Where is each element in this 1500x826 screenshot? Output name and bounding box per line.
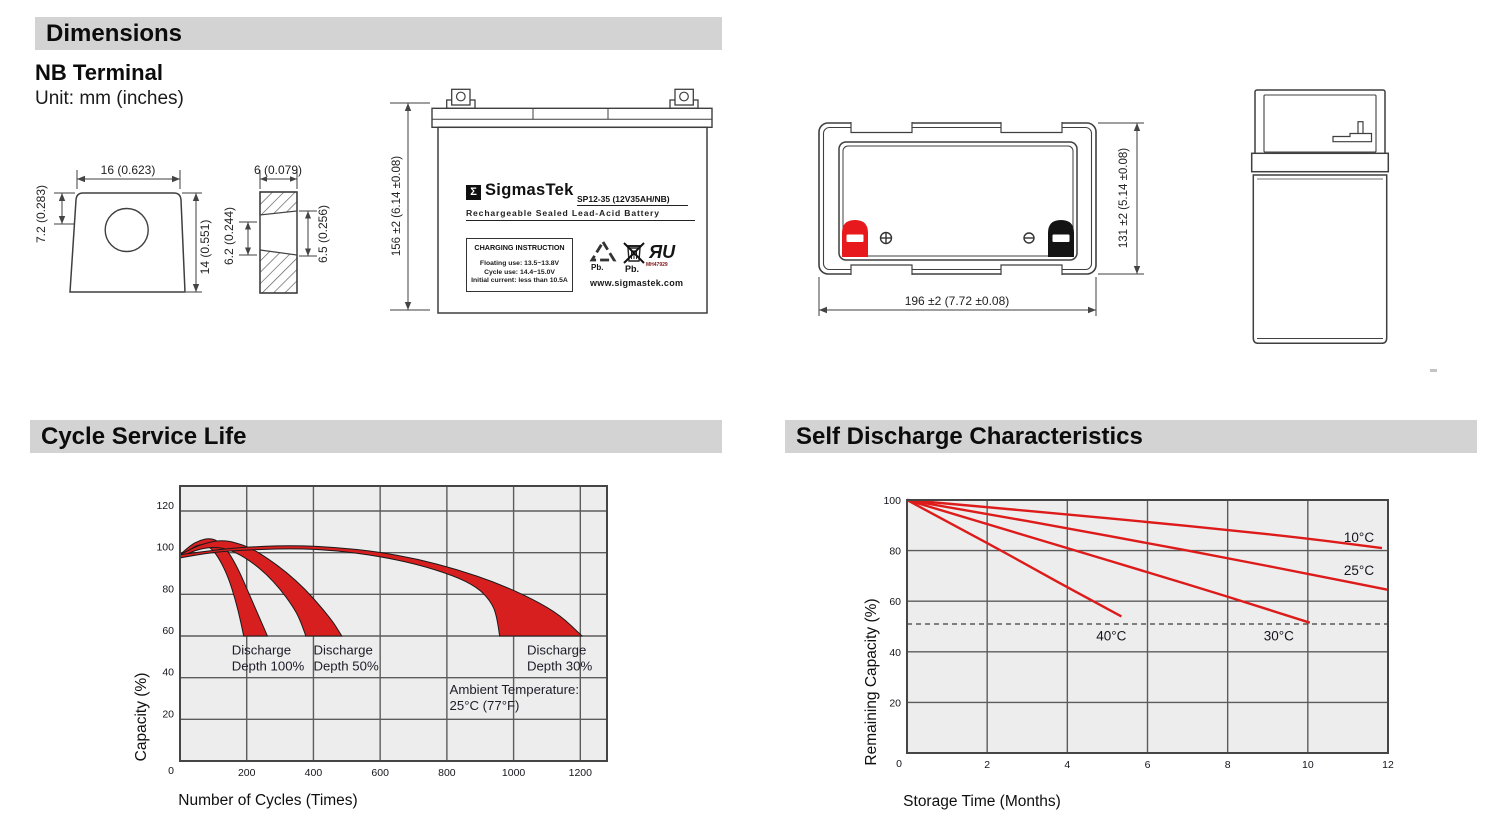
y-tick-label: 20 <box>162 708 174 720</box>
terminal-front-drawing <box>54 170 202 293</box>
section-header-dimensions: Dimensions <box>35 17 722 50</box>
terminal-heading: NB Terminal <box>35 60 163 85</box>
x-tick-label: 800 <box>438 767 456 779</box>
dim-battery-width: 196 ±2 (7.72 ±0.08) <box>905 294 1010 308</box>
chart-annotation: Ambient Temperature: 25°C (77°F) <box>450 682 580 713</box>
origin-tick-label: 0 <box>896 758 902 770</box>
y-tick-label: 100 <box>883 495 901 507</box>
charging-line: Floating use: 13.5~13.8V <box>479 260 560 267</box>
dim-terminal-thickness: 6 (0.079) <box>254 163 302 177</box>
x-tick-label: 6 <box>1145 759 1151 771</box>
temperature-series-line <box>906 498 1383 550</box>
y-axis-title: Remaining Capacity (%) <box>863 598 880 765</box>
x-tick-label: 1200 <box>569 767 593 779</box>
brand-name: SigmasTek <box>485 181 574 199</box>
x-tick-label: 12 <box>1382 759 1394 771</box>
dim-terminal-width: 16 (0.623) <box>101 163 156 177</box>
page-artifact-dash <box>1430 369 1437 372</box>
chart-annotation: Discharge Depth 50% <box>313 642 379 673</box>
y-tick-label: 60 <box>162 625 174 637</box>
series-label: 40°C <box>1096 629 1126 644</box>
red-cap-slot <box>846 234 864 242</box>
charging-line: Cycle use: 14.4~15.0V <box>484 268 555 276</box>
terminal-hole <box>104 207 149 253</box>
terminal-drawings: 16 (0.623) 6 (0.079) 7.2 (0.283) 14 (0.5… <box>34 163 330 294</box>
battery-label: Σ SigmasTek SP12-35 (12V35AH/NB) Recharg… <box>460 180 712 298</box>
x-tick-label: 200 <box>238 767 256 779</box>
charging-title: CHARGING INSTRUCTION <box>474 243 565 252</box>
ul-file-number: MH47929 <box>646 262 668 268</box>
section-title: Dimensions <box>46 20 183 47</box>
section-header-cycle-service-life: Cycle Service Life <box>30 420 722 453</box>
y-tick-label: 20 <box>889 697 901 709</box>
temperature-series-line <box>906 498 1122 618</box>
x-axis-title: Storage Time (Months) <box>903 793 1061 810</box>
y-tick-label: 40 <box>162 667 174 679</box>
x-tick-label: 2 <box>984 759 990 771</box>
y-tick-label: 40 <box>889 647 901 659</box>
dim-terminal-height: 14 (0.551) <box>198 220 212 275</box>
recycle-icon <box>589 239 617 262</box>
x-tick-label: 400 <box>305 767 323 779</box>
plot-border <box>906 499 1389 754</box>
terminal-post-hole <box>679 91 689 102</box>
recycle-pb-label: Pb. <box>591 263 604 272</box>
y-tick-label: 100 <box>156 542 174 554</box>
ul-certification-icon: ЯU <box>649 242 676 262</box>
x-tick-label: 8 <box>1225 759 1231 771</box>
origin-tick-label: 0 <box>168 765 174 777</box>
discharge-depth-band <box>179 545 584 637</box>
y-tick-label: 120 <box>156 500 174 512</box>
model-number: SP12-35 (12V35AH/NB) <box>577 194 688 206</box>
battery-side-outline <box>1250 89 1390 345</box>
self-discharge-chart: 10°C 25°C 30°C 40°C 20 40 60 80 100 0 2 4 6 8 10 12 Stor… <box>863 495 1394 810</box>
charging-line: Initial current: less than 10.5A <box>471 277 568 285</box>
y-tick-label: 80 <box>889 546 901 558</box>
crossed-bin-icon <box>623 242 645 264</box>
x-tick-label: 10 <box>1302 759 1314 771</box>
positive-terminal-icon <box>879 231 893 245</box>
charging-instruction-box: CHARGING INSTRUCTION Floating use: 13.5~… <box>466 238 573 292</box>
battery-top-outline <box>818 121 1144 316</box>
x-tick-label: 1000 <box>502 767 526 779</box>
negative-terminal-icon <box>1023 232 1035 244</box>
cycle-service-life-chart: 0 20 40 60 80 100 120 200 400 600 800 1000 1200 Disch… <box>133 485 608 809</box>
section-title: Self Discharge Characteristics <box>796 423 1143 450</box>
series-label: 25°C <box>1344 563 1374 578</box>
bin-pb-label: Pb. <box>625 264 640 274</box>
series-label: 10°C <box>1344 530 1374 545</box>
temperature-series-line <box>906 498 1389 591</box>
website-url: www.sigmastek.com <box>590 278 684 288</box>
brand-logo-icon: Σ <box>466 185 481 200</box>
chart-annotation: Discharge Depth 100% <box>232 642 305 673</box>
section-title: Cycle Service Life <box>41 423 247 450</box>
unit-note: Unit: mm (inches) <box>35 88 184 109</box>
chart-annotation: Discharge Depth 30% <box>527 642 593 673</box>
series-label: 30°C <box>1264 629 1294 644</box>
y-axis-title: Capacity (%) <box>133 673 150 762</box>
x-tick-label: 600 <box>371 767 389 779</box>
battery-subtitle: Rechargeable Sealed Lead-Acid Battery <box>466 208 695 221</box>
dim-battery-height: 156 ±2 (6.14 ±0.08) <box>391 156 403 256</box>
terminal-post-hole <box>455 91 466 102</box>
dim-terminal-slot-right: 6.5 (0.256) <box>316 205 330 263</box>
temperature-series-line <box>906 498 1311 624</box>
dim-terminal-upper-height: 7.2 (0.283) <box>34 185 48 243</box>
battery-side-drawing <box>1250 89 1390 345</box>
section-header-self-discharge: Self Discharge Characteristics <box>785 420 1477 453</box>
y-tick-label: 80 <box>162 583 174 595</box>
x-tick-label: 4 <box>1064 759 1070 771</box>
battery-top-drawing: 196 ±2 (7.72 ±0.08) 131 ±2 (5.14 ±0.08) <box>818 121 1144 316</box>
dim-terminal-slot-left: 6.2 (0.244) <box>222 207 236 265</box>
x-axis-title: Number of Cycles (Times) <box>178 792 357 809</box>
y-tick-label: 60 <box>889 596 901 608</box>
terminal-side-drawing <box>239 170 317 294</box>
plot-border <box>179 485 608 762</box>
dim-battery-depth: 131 ±2 (5.14 ±0.08) <box>1118 148 1130 248</box>
black-cap-slot <box>1052 234 1070 242</box>
